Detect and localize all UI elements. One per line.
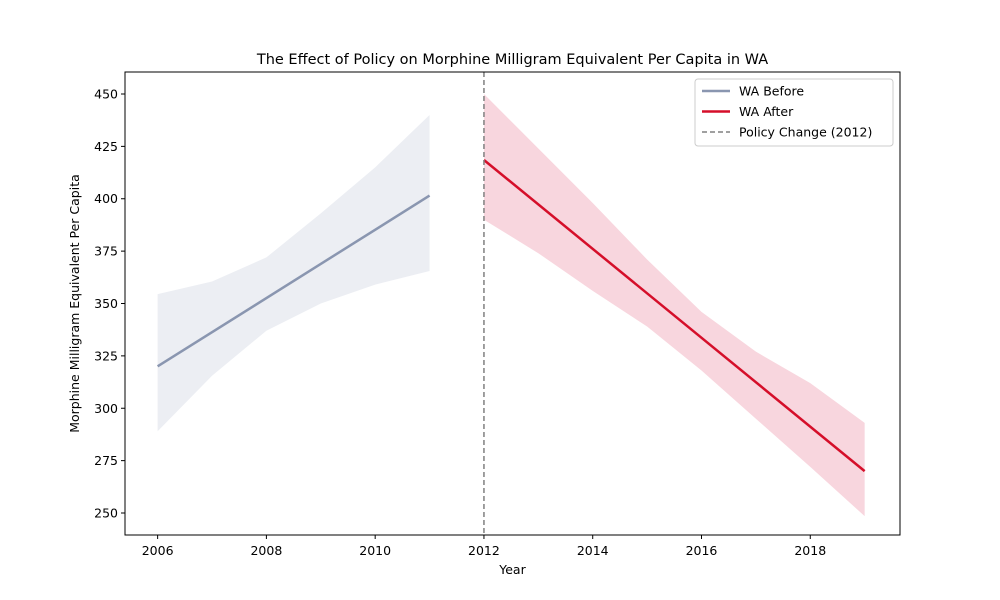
y-tick-label: 350 — [94, 296, 118, 311]
series-lines — [156, 159, 866, 473]
y-axis-label: Morphine Milligram Equivalent Per Capita — [67, 174, 82, 433]
series-line-wa-before — [156, 194, 431, 368]
legend-box — [694, 78, 894, 147]
y-tick-label: 425 — [94, 139, 118, 154]
x-axis-ticks: 2006 2008 2010 2012 2014 2016 2018 — [142, 535, 826, 558]
y-tick-label: 375 — [94, 244, 118, 259]
confidence-band-wa-after — [483, 93, 865, 517]
y-tick-label: 400 — [94, 191, 118, 206]
series-line-wa-after — [483, 159, 866, 473]
x-tick-label: 2016 — [686, 543, 718, 558]
y-tick-label: 325 — [94, 348, 118, 363]
x-tick-label: 2008 — [250, 543, 282, 558]
chart-title: The Effect of Policy on Morphine Milligr… — [256, 52, 768, 68]
x-tick-label: 2010 — [359, 543, 391, 558]
y-tick-label: 450 — [94, 86, 118, 101]
legend-label-wa-after: WA After — [739, 104, 794, 119]
legend-label-wa-before: WA Before — [739, 84, 804, 99]
y-tick-label: 300 — [94, 401, 118, 416]
legend: WA Before WA After Policy Change (2012) — [694, 78, 894, 147]
confidence-band-wa-before — [157, 114, 430, 432]
confidence-bands — [157, 93, 865, 517]
x-tick-label: 2006 — [142, 543, 174, 558]
x-tick-label: 2012 — [468, 543, 500, 558]
x-tick-label: 2018 — [794, 543, 826, 558]
legend-label-policy-change: Policy Change (2012) — [739, 125, 872, 140]
y-tick-label: 250 — [94, 506, 118, 521]
x-tick-label: 2014 — [577, 543, 609, 558]
y-axis-ticks: 250 275 300 325 350 375 400 425 450 — [94, 86, 125, 521]
y-tick-label: 275 — [94, 453, 118, 468]
x-axis-label: Year — [498, 562, 526, 577]
